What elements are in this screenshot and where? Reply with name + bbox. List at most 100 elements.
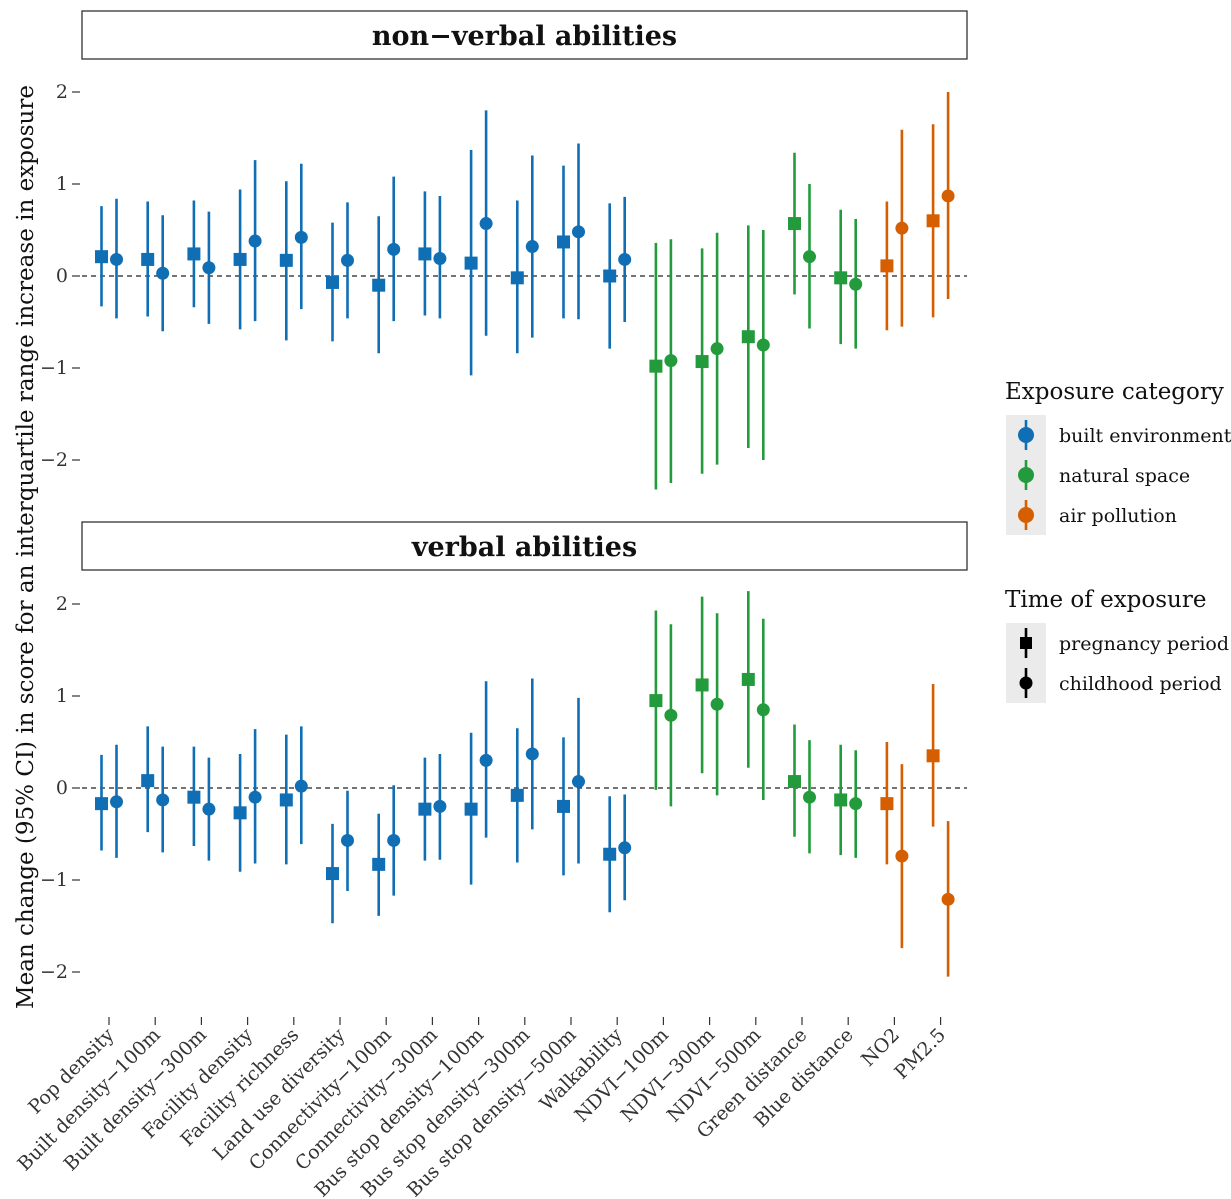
point-pregnancy [510, 788, 524, 802]
point-childhood [202, 261, 216, 275]
point-pregnancy [880, 797, 894, 811]
point-pregnancy [233, 806, 247, 820]
panel-title-nonverbal: non−verbal abilities [372, 21, 677, 52]
point-pregnancy [649, 359, 663, 373]
point-childhood [803, 250, 816, 264]
y-tick-label: 1 [56, 685, 68, 707]
y-axis-label: Mean change (95% CI) in score for an int… [13, 85, 39, 1009]
y-tick-label: −1 [40, 357, 68, 379]
point-pregnancy [141, 774, 155, 788]
point-childhood [849, 797, 863, 811]
point-childhood [479, 217, 493, 231]
point-childhood [756, 338, 770, 352]
point-childhood [664, 708, 678, 722]
point-pregnancy [233, 252, 247, 266]
point-childhood [710, 697, 724, 711]
point-childhood [618, 252, 632, 266]
y-tick-label: −2 [40, 961, 68, 983]
point-pregnancy [418, 802, 432, 816]
point-pregnancy [372, 857, 386, 871]
point-childhood [803, 790, 816, 804]
point-pregnancy [464, 802, 478, 816]
point-childhood [664, 354, 678, 368]
point-childhood [479, 753, 493, 767]
point-pregnancy [510, 271, 524, 285]
legend-title-exposure-category: Exposure category [1005, 379, 1224, 405]
point-childhood [572, 225, 585, 239]
point-childhood [387, 833, 401, 847]
panel-nonverbal-abilities: −2 −1 0 1 2 [40, 81, 967, 490]
point-childhood [525, 240, 539, 254]
point-pregnancy [279, 253, 293, 267]
y-tick-label: 1 [56, 173, 68, 195]
point-pregnancy [141, 252, 155, 266]
point-pregnancy [187, 790, 201, 804]
point-pregnancy [926, 749, 940, 763]
point-pregnancy [279, 793, 293, 807]
panel-strip-verbal [81, 521, 968, 571]
point-childhood [941, 892, 955, 906]
point-childhood [525, 747, 539, 761]
panel-strip-nonverbal [81, 10, 968, 60]
point-pregnancy [326, 867, 339, 881]
point-pregnancy [695, 355, 709, 369]
point-pregnancy [603, 847, 617, 861]
point-childhood [387, 242, 401, 256]
point-childhood [248, 790, 262, 804]
point-childhood [110, 795, 123, 809]
legend-title-time-of-exposure: Time of exposure [1005, 587, 1206, 613]
point-childhood [941, 189, 955, 203]
point-pregnancy [695, 678, 709, 692]
point-childhood [248, 234, 262, 248]
point-pregnancy [649, 694, 663, 708]
point-pregnancy [372, 278, 386, 292]
point-pregnancy [788, 775, 801, 789]
point-pregnancy [834, 271, 848, 285]
point-childhood [202, 802, 216, 816]
legend: Exposure category built environment natur… [1005, 379, 1231, 703]
point-pregnancy [741, 330, 755, 344]
point-pregnancy [418, 247, 432, 261]
x-tick-label: PM2.5 [890, 1024, 950, 1084]
y-tick-label: 2 [56, 593, 68, 615]
point-pregnancy [926, 214, 940, 228]
legend-key-point [1018, 507, 1034, 523]
point-childhood [710, 342, 724, 356]
legend-label-time: childhood period [1059, 673, 1222, 695]
point-pregnancy [603, 269, 617, 283]
point-childhood [110, 252, 123, 266]
point-childhood [849, 277, 863, 291]
point-childhood [756, 703, 770, 717]
y-tick-label: −2 [40, 449, 68, 471]
y-tick-label: 0 [56, 265, 68, 287]
point-childhood [341, 253, 354, 267]
point-pregnancy [187, 247, 201, 261]
y-tick-label: 2 [56, 81, 68, 103]
legend-label-exposure: air pollution [1059, 505, 1177, 527]
point-pregnancy [326, 275, 339, 289]
legend-key-square [1020, 637, 1032, 649]
point-childhood [156, 793, 170, 807]
legend-key-point [1018, 467, 1034, 483]
panel-verbal-abilities: −2 −1 0 1 2 [40, 591, 967, 983]
point-childhood [341, 833, 354, 847]
point-childhood [294, 779, 308, 793]
point-pregnancy [741, 672, 755, 686]
point-childhood [895, 849, 909, 863]
point-childhood [618, 841, 632, 855]
legend-key-point [1018, 427, 1034, 443]
y-tick-label: 0 [56, 777, 68, 799]
point-childhood [294, 230, 308, 244]
point-pregnancy [464, 256, 478, 270]
legend-key-circle [1019, 676, 1033, 690]
y-tick-label: −1 [40, 869, 68, 891]
point-childhood [572, 775, 585, 789]
point-childhood [433, 252, 447, 266]
legend-label-time: pregnancy period [1059, 633, 1229, 655]
point-pregnancy [788, 217, 801, 231]
point-pregnancy [880, 259, 894, 273]
point-childhood [433, 799, 447, 813]
legend-label-exposure: built environment [1059, 425, 1231, 447]
point-pregnancy [834, 793, 848, 807]
